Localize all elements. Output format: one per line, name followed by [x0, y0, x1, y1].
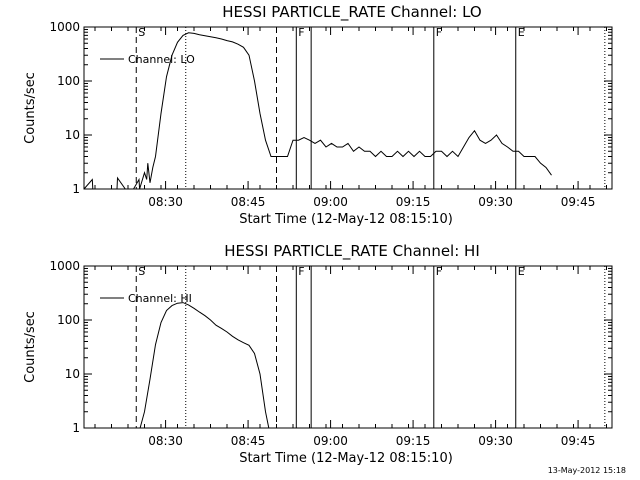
y-tick-label: 1	[72, 421, 80, 435]
x-tick-label: 09:30	[478, 195, 513, 209]
marker-label: F	[436, 265, 442, 278]
x-tick-label: 08:30	[148, 434, 183, 448]
panel-hi-ticks: 1 10 100 1000 08:30 08:45 09:00 09:15 09:30 09:45	[49, 259, 612, 448]
panel-hi-xlabel: Start Time (12-May-12 08:15:10)	[239, 451, 453, 466]
marker-label: F	[298, 265, 304, 278]
y-tick-label: 1000	[49, 259, 80, 273]
x-tick-label: 09:00	[313, 434, 348, 448]
y-tick-label: 1000	[49, 20, 80, 34]
y-tick-label: 100	[57, 74, 80, 88]
x-tick-label: 09:15	[396, 434, 431, 448]
panel-lo-series	[83, 32, 552, 190]
panel-hi-frame	[83, 265, 613, 429]
panel-lo: HESSI PARTICLE_RATE Channel: LO Counts/s…	[23, 3, 613, 227]
panel-lo-legend-label: Channel: LO	[128, 53, 195, 66]
panel-hi-legend: Channel: HI	[100, 292, 192, 305]
x-tick-label: 08:45	[231, 434, 266, 448]
marker-label: F	[436, 26, 442, 39]
x-tick-label: 08:30	[148, 195, 183, 209]
series-line-lo	[83, 32, 552, 190]
panel-hi-title: HESSI PARTICLE_RATE Channel: HI	[224, 242, 480, 261]
x-tick-label: 09:00	[313, 195, 348, 209]
panel-lo-legend: Channel: LO	[100, 53, 195, 66]
x-tick-label: 09:15	[396, 195, 431, 209]
x-tick-label: 09:30	[478, 434, 513, 448]
panel-lo-ylabel: Counts/sec	[23, 72, 38, 144]
x-tick-label: 09:45	[561, 434, 596, 448]
panel-hi-ylabel: Counts/sec	[23, 311, 38, 383]
timestamp: 13-May-2012 15:18	[548, 466, 626, 475]
y-tick-label: 100	[57, 313, 80, 327]
panel-lo-frame	[83, 26, 613, 190]
x-tick-label: 09:45	[561, 195, 596, 209]
y-tick-label: 1	[72, 182, 80, 196]
marker-label: S	[138, 26, 145, 39]
series-line-hi	[139, 302, 270, 429]
panel-hi-legend-label: Channel: HI	[128, 292, 192, 305]
marker-label: F	[298, 26, 304, 39]
marker-label: E	[518, 26, 525, 39]
panel-hi-series	[139, 302, 270, 429]
panel-lo-title: HESSI PARTICLE_RATE Channel: LO	[222, 3, 481, 22]
y-tick-label: 10	[65, 367, 80, 381]
marker-label: E	[518, 265, 525, 278]
x-tick-label: 08:45	[231, 195, 266, 209]
panel-hi: HESSI PARTICLE_RATE Channel: HI Counts/s…	[23, 242, 613, 466]
panel-lo-ticks: 1 10 100 1000 08:30 08:45 09:00 09:15 09:30 09:45	[49, 20, 612, 209]
y-tick-label: 10	[65, 128, 80, 142]
marker-label: S	[138, 265, 145, 278]
panel-lo-xlabel: Start Time (12-May-12 08:15:10)	[239, 212, 453, 227]
